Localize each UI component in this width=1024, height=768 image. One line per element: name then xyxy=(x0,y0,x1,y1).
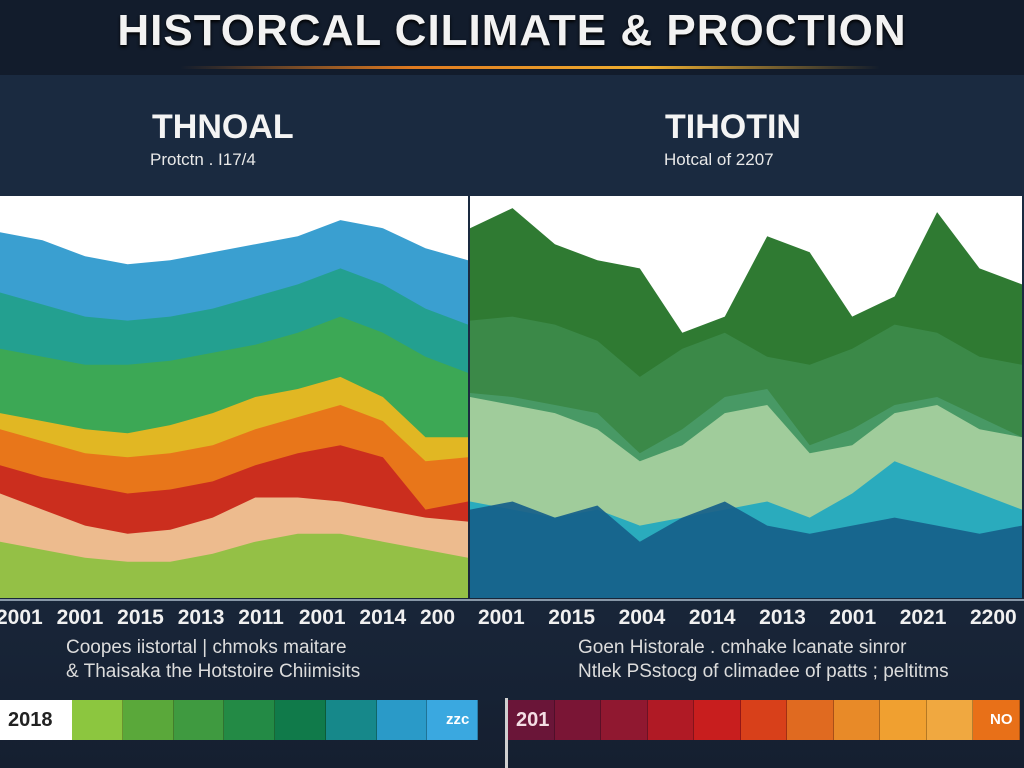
left-colorbar-swatch xyxy=(122,700,174,740)
right-area-chart xyxy=(470,196,1022,598)
x-tick-label: 2021 xyxy=(899,606,947,629)
left-section-title: THNOAL xyxy=(152,108,294,146)
left-caption-line: & Thaisaka the Hotstoire Chiimisits xyxy=(66,661,361,682)
x-tick-label: 2011 xyxy=(238,606,284,629)
x-tick-label: 2013 xyxy=(177,606,225,629)
left-caption-line: Coopes iistortal | chmoks maitare xyxy=(66,637,347,658)
left-colorbar-swatch xyxy=(427,700,478,740)
x-tick-label: 200 xyxy=(420,606,456,629)
right-section-subtitle: Hotcal of 2207 xyxy=(664,150,774,169)
right-colorbar-swatch xyxy=(787,700,834,740)
left-section-subtitle: Protctn . I17/4 xyxy=(150,150,256,169)
right-colorbar-start-label: 201 xyxy=(516,709,550,731)
right-caption-line: Goen Historale . cmhake lcanate sinror xyxy=(578,637,907,658)
right-colorbar-divider xyxy=(505,698,508,768)
right-caption-line: Ntlek PSstocg of climadee of patts ; pel… xyxy=(578,661,949,682)
right-colorbar-swatch xyxy=(973,700,1021,740)
x-tick-label: 2015 xyxy=(117,606,164,629)
right-colorbar-swatch xyxy=(554,700,602,740)
left-colorbar-swatch xyxy=(275,700,326,740)
title-underline xyxy=(180,66,880,69)
left-colorbar-swatch xyxy=(224,700,275,740)
left-colorbar xyxy=(72,700,478,740)
left-colorbar-end-label: zzc xyxy=(446,711,470,728)
left-colorbar-start xyxy=(0,700,72,740)
x-tick-label: 2200 xyxy=(970,606,1017,629)
right-section-title: TIHOTIN xyxy=(665,108,801,146)
x-tick-label: 2001 xyxy=(0,606,43,629)
area-layer-lightgreen xyxy=(0,533,468,598)
x-tick-label: 2001 xyxy=(829,606,877,629)
left-colorbar-swatch xyxy=(72,700,123,740)
x-tick-label: 2001 xyxy=(298,606,346,629)
x-tick-label: 2013 xyxy=(759,606,806,629)
x-tick-label: 2001 xyxy=(56,606,104,629)
left-area-chart xyxy=(0,196,468,598)
area-layer-blue xyxy=(470,501,1022,598)
x-tick-label: 2014 xyxy=(688,606,736,629)
x-tick-label: 2001 xyxy=(478,606,525,629)
header-band xyxy=(0,0,1024,75)
left-colorbar-swatch xyxy=(173,700,225,740)
right-colorbar-swatch xyxy=(694,700,741,740)
right-colorbar-swatch xyxy=(601,700,648,740)
page-title: HISTORCAL CILIMATE & PROCTION xyxy=(117,6,907,55)
x-tick-label: 2015 xyxy=(548,606,595,629)
right-colorbar-swatch xyxy=(926,700,974,740)
left-colorbar-swatch xyxy=(376,700,428,740)
right-colorbar xyxy=(508,700,1021,740)
right-colorbar-swatch xyxy=(508,700,555,740)
right-colorbar-end-label: NO xyxy=(990,711,1013,728)
right-colorbar-swatch xyxy=(833,700,881,740)
right-colorbar-swatch xyxy=(647,700,695,740)
right-colorbar-swatch xyxy=(740,700,788,740)
left-caption: Coopes iistortal | chmoks maitare & Thai… xyxy=(66,636,360,684)
left-colorbar-swatch xyxy=(325,700,377,740)
x-tick-label: 2014 xyxy=(359,606,407,629)
right-caption: Goen Historale . cmhake lcanate sinror N… xyxy=(578,636,949,684)
left-colorbar-start-label: 2018 xyxy=(8,709,53,731)
x-tick-label: 2004 xyxy=(618,606,666,629)
x-axis-line xyxy=(0,599,1024,601)
right-colorbar-swatch xyxy=(880,700,927,740)
